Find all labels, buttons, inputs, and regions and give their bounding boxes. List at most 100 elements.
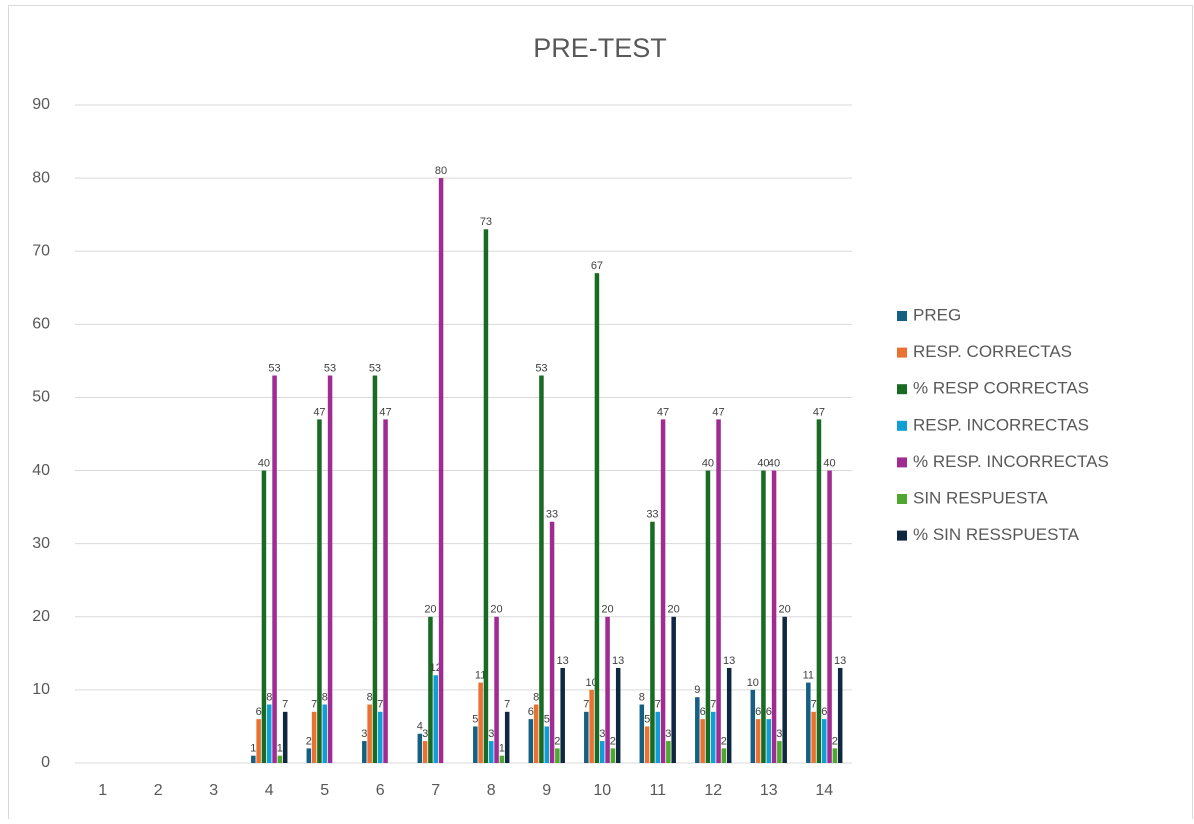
bar xyxy=(771,470,777,763)
data-label: 8 xyxy=(533,691,539,703)
bar xyxy=(761,470,766,763)
legend-label: % RESP CORRECTAS xyxy=(913,379,1089,398)
bar xyxy=(367,704,372,763)
data-label: 7 xyxy=(377,699,383,711)
data-label: 13 xyxy=(612,655,624,667)
data-label: 20 xyxy=(779,604,791,616)
y-tick-label: 80 xyxy=(32,169,50,186)
bar xyxy=(660,419,666,763)
data-label: 40 xyxy=(702,457,714,469)
data-label: 7 xyxy=(311,699,317,711)
bar xyxy=(377,711,383,763)
data-label: 20 xyxy=(668,604,680,616)
data-label: 7 xyxy=(811,699,817,711)
bar xyxy=(666,741,671,763)
bar xyxy=(488,741,494,763)
legend-label: % RESP. INCORRECTAS xyxy=(913,452,1109,471)
data-label: 5 xyxy=(544,713,550,725)
data-label: 47 xyxy=(313,406,325,418)
x-tick-label: 4 xyxy=(265,782,274,799)
x-tick-label: 10 xyxy=(593,782,611,799)
bar xyxy=(528,719,534,763)
y-tick-label: 50 xyxy=(32,389,50,406)
bar xyxy=(544,726,550,763)
bar xyxy=(317,419,322,763)
bar xyxy=(311,711,317,763)
bar xyxy=(594,273,600,763)
bar xyxy=(710,711,716,763)
data-label: 53 xyxy=(535,362,547,374)
bar xyxy=(282,711,288,763)
bar xyxy=(251,755,256,763)
bar xyxy=(372,375,378,763)
bar xyxy=(266,704,272,763)
data-label: 8 xyxy=(266,691,272,703)
data-label: 13 xyxy=(834,655,846,667)
legend-swatch xyxy=(897,384,907,395)
y-tick-label: 30 xyxy=(32,535,50,552)
bar xyxy=(589,689,594,763)
x-tick-label: 6 xyxy=(376,782,385,799)
legend-swatch xyxy=(897,420,907,431)
data-label: 11 xyxy=(475,669,486,681)
bar xyxy=(560,667,565,763)
bar xyxy=(383,419,388,763)
x-tick-label: 3 xyxy=(209,782,218,799)
bar xyxy=(655,711,661,763)
data-label: 8 xyxy=(639,691,645,703)
bar xyxy=(362,741,367,763)
data-label: 40 xyxy=(757,457,769,469)
data-label: 3 xyxy=(776,728,782,740)
bar xyxy=(494,616,499,763)
data-label: 2 xyxy=(554,735,560,747)
legend-label: RESP. INCORRECTAS xyxy=(913,415,1089,434)
bar xyxy=(483,229,489,764)
bar xyxy=(811,711,816,763)
data-label: 13 xyxy=(557,655,569,667)
data-label: 53 xyxy=(324,362,336,374)
legend-swatch xyxy=(897,347,907,358)
x-tick-label: 7 xyxy=(431,782,440,799)
data-label: 47 xyxy=(657,406,669,418)
legend-swatch xyxy=(897,457,907,468)
data-label: 67 xyxy=(591,260,603,272)
bar xyxy=(499,755,505,763)
data-label: 40 xyxy=(823,457,835,469)
bar xyxy=(549,521,555,763)
bar xyxy=(478,682,483,763)
bar xyxy=(837,667,843,763)
data-label: 7 xyxy=(282,699,288,711)
data-label: 6 xyxy=(766,706,772,718)
data-label: 10 xyxy=(747,677,759,689)
data-label: 53 xyxy=(268,362,280,374)
bar xyxy=(306,748,312,763)
data-label: 5 xyxy=(644,713,650,725)
data-label: 5 xyxy=(472,713,478,725)
bar xyxy=(417,733,423,763)
data-label: 33 xyxy=(646,509,658,521)
data-label: 20 xyxy=(490,604,502,616)
data-label: 7 xyxy=(710,699,716,711)
data-label: 6 xyxy=(700,706,706,718)
bar xyxy=(827,470,832,763)
y-tick-label: 20 xyxy=(32,608,50,625)
bar xyxy=(438,178,444,764)
data-label: 6 xyxy=(821,706,827,718)
bar xyxy=(256,719,261,763)
data-label: 80 xyxy=(435,165,447,177)
y-tick-label: 40 xyxy=(32,462,50,479)
bar xyxy=(610,748,616,763)
bar xyxy=(832,748,838,763)
data-label: 40 xyxy=(258,457,270,469)
legend-swatch xyxy=(897,530,907,541)
legend-label: PREG xyxy=(913,305,961,324)
data-label: 47 xyxy=(379,406,391,418)
bar xyxy=(639,704,645,763)
bar xyxy=(806,682,811,763)
data-label: 4 xyxy=(417,721,423,733)
bar xyxy=(433,675,439,763)
data-label: 7 xyxy=(583,699,589,711)
bar xyxy=(821,719,827,763)
data-label: 3 xyxy=(599,728,605,740)
